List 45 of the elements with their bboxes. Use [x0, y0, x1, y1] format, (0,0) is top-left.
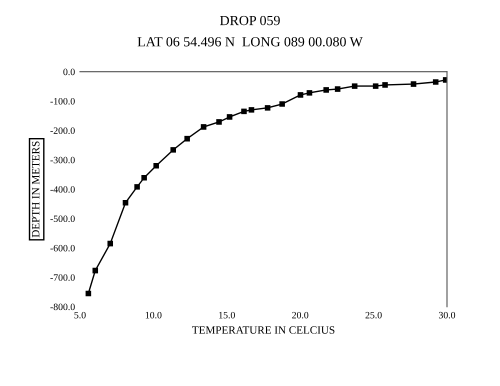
point: [170, 147, 176, 153]
x-tick-label: 20.0: [292, 312, 308, 318]
y-tick-label: -100.0: [50, 98, 75, 105]
point: [153, 162, 159, 168]
point: [248, 107, 254, 113]
point: [122, 200, 128, 206]
point: [107, 240, 114, 246]
y-tick-label: -500.0: [50, 216, 75, 222]
point: [442, 77, 447, 83]
x-tick-label: 30.0: [438, 312, 456, 318]
point: [134, 184, 140, 190]
point: [226, 114, 232, 120]
point: [264, 105, 270, 111]
point: [92, 268, 98, 274]
y-tick-label: -400.0: [50, 186, 75, 193]
point: [352, 83, 358, 89]
x-tick-label: 10.0: [146, 312, 162, 318]
y-axis-title: DEPTH IN METERS: [32, 141, 40, 238]
point: [241, 108, 247, 114]
point: [382, 82, 388, 88]
point: [200, 124, 206, 130]
chart-subtitle: LAT 06 54.496 N LONG 089 00.080 W: [138, 37, 363, 47]
point: [184, 136, 190, 142]
y-tick-label: -300.0: [50, 156, 75, 164]
chart-title: DROP 059: [220, 16, 280, 26]
y-tick-label: -200.0: [50, 127, 75, 134]
x-tick-label: 5.0: [74, 312, 86, 318]
x-axis-title: TEMPERATURE IN CELCIUS: [192, 326, 334, 334]
point: [306, 90, 312, 96]
y-tick-label: 0.0: [63, 68, 75, 76]
y-tick-label: -600.0: [50, 244, 75, 252]
point: [334, 86, 340, 92]
x-tick-label: 25.0: [366, 312, 382, 318]
point: [141, 174, 147, 181]
point: [86, 290, 92, 296]
point: [410, 81, 416, 87]
y-tick-label: -800.0: [50, 304, 75, 310]
point: [432, 79, 438, 85]
point: [216, 119, 222, 125]
point: [372, 83, 378, 89]
y-tick-label: -700.0: [50, 274, 75, 281]
x-tick-label: 15.0: [219, 312, 235, 318]
point: [323, 87, 329, 93]
point: [279, 101, 285, 107]
point: [298, 92, 304, 98]
